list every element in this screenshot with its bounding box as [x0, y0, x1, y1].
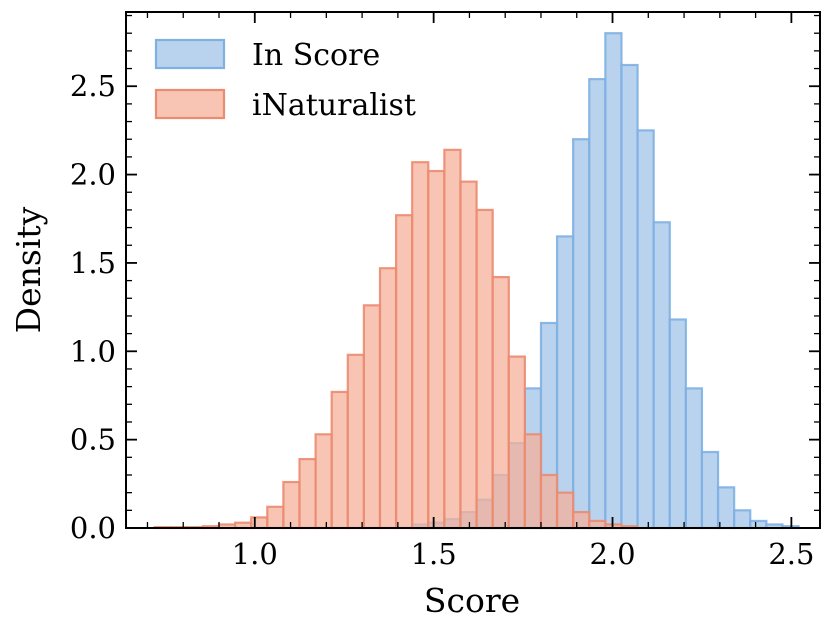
histogram-bar [523, 433, 543, 530]
histogram-bar [700, 450, 720, 530]
legend-label: In Score [252, 38, 380, 73]
histogram-bar [475, 208, 494, 530]
legend-swatch [154, 88, 226, 120]
series-1-bars [153, 148, 639, 530]
y-axis-label: Density [9, 206, 48, 333]
histogram-bar [362, 304, 382, 530]
histogram-bar [491, 275, 510, 530]
histogram-bar [620, 63, 639, 530]
histogram-bar [588, 78, 607, 530]
histogram-bar [443, 148, 462, 530]
x-tick-label: 2.0 [589, 537, 635, 571]
histogram-bar [427, 169, 446, 530]
histogram-bar [346, 353, 365, 530]
histogram-bar [555, 491, 575, 530]
histogram-bar [749, 519, 768, 530]
x-tick-label: 1.0 [232, 537, 278, 571]
histogram-bar [572, 138, 591, 530]
histogram-bar [330, 390, 349, 530]
histogram-bar [636, 129, 655, 530]
histogram-bar [539, 473, 559, 530]
legend: In Score iNaturalist [154, 38, 416, 123]
histogram-bar [652, 221, 671, 530]
histogram-bar [507, 355, 526, 530]
axes-frame [125, 11, 821, 529]
x-axis-label: Score [424, 581, 520, 620]
histogram-bar [459, 180, 478, 530]
histogram-bar [604, 32, 623, 530]
y-tick-label: 0.0 [70, 511, 116, 545]
histogram-bar [282, 480, 301, 530]
legend-entry: In Score [154, 38, 380, 73]
y-tick-label: 1.5 [70, 246, 116, 280]
plot-frame [125, 11, 821, 529]
histogram-bar [668, 318, 687, 530]
histogram-bar [555, 235, 575, 530]
histogram-bar [298, 457, 317, 530]
y-tick-label: 2.5 [70, 69, 116, 103]
histogram-bar [588, 519, 607, 530]
histogram-bar [266, 505, 285, 530]
histogram-bar [684, 387, 704, 530]
y-tick-label: 2.0 [70, 158, 116, 192]
histogram-bar [314, 433, 333, 530]
x-tick-label: 2.5 [768, 537, 814, 571]
histogram-bar [250, 516, 269, 530]
histogram-bar [394, 214, 414, 530]
ticks-layer: 1.0 1.5 2.0 2.5 0.0 0.5 1.0 1.5 2.0 2.5 [70, 12, 820, 571]
y-tick-label: 1.0 [70, 334, 116, 368]
histogram-bar [411, 161, 430, 530]
histogram-bar [733, 509, 752, 530]
histogram-bar [716, 486, 736, 530]
x-tick-label: 1.5 [411, 537, 457, 571]
histogram-bar [378, 267, 398, 530]
legend-entry: iNaturalist [154, 88, 416, 123]
histogram-bar [572, 510, 591, 530]
y-tick-label: 0.5 [70, 423, 116, 457]
legend-label: iNaturalist [252, 88, 416, 123]
legend-swatch [154, 38, 226, 70]
